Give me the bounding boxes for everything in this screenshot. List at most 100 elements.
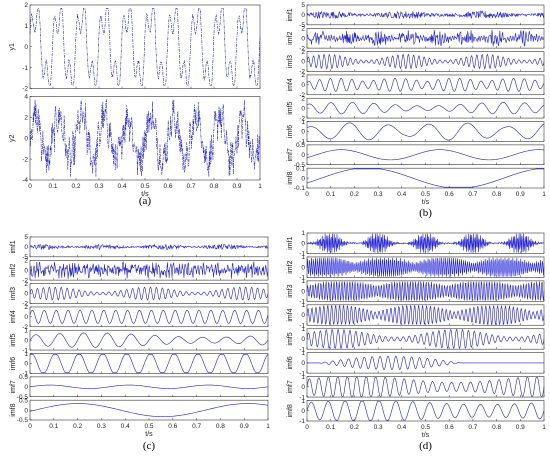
y-tick-label: 0.1 [296,165,305,172]
y-tick-label: 0 [24,267,28,274]
x-tick-label: 0 [305,424,309,431]
y-tick-label: 1 [301,326,305,333]
y-tick-label: 0 [24,135,28,142]
y-tick-label: -1 [299,299,305,306]
y-tick-label: 0 [24,384,28,391]
y-tick-label: 0 [24,361,28,368]
x-tick-label: 0.4 [397,191,406,198]
x-tick-label: 0.6 [168,423,177,430]
subplot-imf6: 1 0 -1 imf6 [287,119,545,146]
x-tick-label: 0.1 [326,191,335,198]
x-tick-label: 0.1 [48,183,57,190]
y-tick-label: 0 [301,152,305,159]
x-axis-label: t/s [422,199,430,206]
series-line [29,332,269,348]
subplot-imf3: 2 0 -2 imf3 [287,49,545,76]
y-axis-label: imf1 [10,240,17,253]
y-tick-label: 1 [24,327,28,334]
series-line [29,403,269,417]
axes-frame [29,306,269,328]
y-tick-label: 4 [24,94,28,101]
y-tick-label: 0 [301,105,305,112]
y-tick-label: -1 [299,394,305,401]
y-axis-label: y2 [9,134,16,142]
y-tick-label: 0 [301,12,305,19]
series-line [306,257,545,277]
x-tick-label: 0.7 [468,191,477,198]
y-tick-label: -1 [299,251,305,258]
subplot-imf4: 2 0 -2 imf4 [10,304,269,331]
y-tick-label: 0.5 [296,142,305,149]
y-tick-label: 0 [301,408,305,415]
x-tick-label: 0.4 [397,424,406,431]
series-line [306,281,545,302]
axes-frame [29,353,269,374]
y-tick-label: 1 [301,374,305,381]
subplot-imf6: 1 0 -1 imf6 [10,351,269,378]
subplot-imf2: 2 0 -2 imf2 [287,26,545,52]
y-tick-label: 2 [24,115,28,122]
panel-d: 10-1imf110-1imf210-1imf310-1imf410-1imf5… [287,230,546,452]
y-tick-label: -1 [22,371,28,378]
x-tick-label: 1 [542,191,546,198]
x-tick-label: 0.9 [516,191,525,198]
series-line [30,354,269,373]
y-axis-label: imf6 [10,357,17,370]
x-tick-label: 0.6 [445,191,454,198]
y-tick-label: 0 [301,384,305,391]
y-tick-label: 1 [24,23,28,30]
subplot-imf2: 2 0 -2 imf2 [10,258,269,284]
x-tick-label: 0.6 [163,183,172,190]
subplot-imf1: 5 0 -5 imf1 [10,234,269,261]
series-line [307,355,544,371]
y-tick-label: -0.1 [294,185,306,192]
series-line [29,99,261,177]
x-tick-label: 0.9 [240,423,249,430]
axes-frame [306,144,545,165]
x-axis-label: t/s [145,431,153,438]
x-tick-label: 0.5 [140,183,149,190]
y-tick-label: -1 [299,322,305,329]
y-tick-label: 0 [301,240,305,247]
y-tick-label: 0 [24,244,28,251]
y-tick-label: -0.5 [294,162,306,169]
y-tick-label: -2 [299,45,305,52]
y-axis-label: imf8 [287,171,294,184]
axes-frame [29,96,261,181]
y-axis-label: y1 [9,43,16,51]
panel-c: 5 0 -5 imf1 2 0 -2 imf2 2 0 -2 imf3 2 0 -2 imf4 1 0 -1 imf5… [10,234,270,452]
y-tick-label: 0 [301,175,305,182]
x-tick-label: 0.3 [94,183,103,190]
subplot-imf7: 1 0 -1 imf7 [287,374,545,401]
x-tick-label: 0.9 [516,424,525,431]
x-tick-label: 0.1 [326,424,335,431]
series-line [306,401,545,421]
y-tick-label: -1 [22,347,28,354]
y-axis-label: imf7 [10,380,17,393]
y-axis-label: imf2 [287,32,294,45]
y-tick-label: 1 [301,350,305,357]
x-tick-label: 0.7 [186,183,195,190]
y-axis-label: imf3 [287,284,294,297]
x-tick-label: 0.8 [492,191,501,198]
series-line [306,377,545,397]
axes-frame [29,4,261,89]
y-tick-label: -2 [22,156,28,163]
y-axis-label: imf7 [287,380,294,393]
subplot-y1: 2 1 0 -1 -2 y1 [9,2,261,93]
y-tick-label: 1 [301,398,305,405]
series-line [29,309,269,324]
x-tick-label: 0.3 [374,191,383,198]
y-tick-label: 1 [301,119,305,126]
y-tick-label: 2 [301,95,305,102]
y-tick-label: 2 [24,258,28,265]
y-tick-label: 2 [301,72,305,79]
x-tick-label: 0.2 [73,423,82,430]
panel-b: 5 0 -5 imf1 2 0 -2 imf2 2 0 -2 imf3 2 0 -2 imf4 2 0 -2 imf5… [287,2,546,219]
y-tick-label: 1 [301,254,305,261]
y-tick-label: -0.5 [17,417,29,424]
x-tick-label: 0.8 [209,183,218,190]
y-tick-label: 0 [301,264,305,271]
panel-label: (a) [139,195,152,207]
